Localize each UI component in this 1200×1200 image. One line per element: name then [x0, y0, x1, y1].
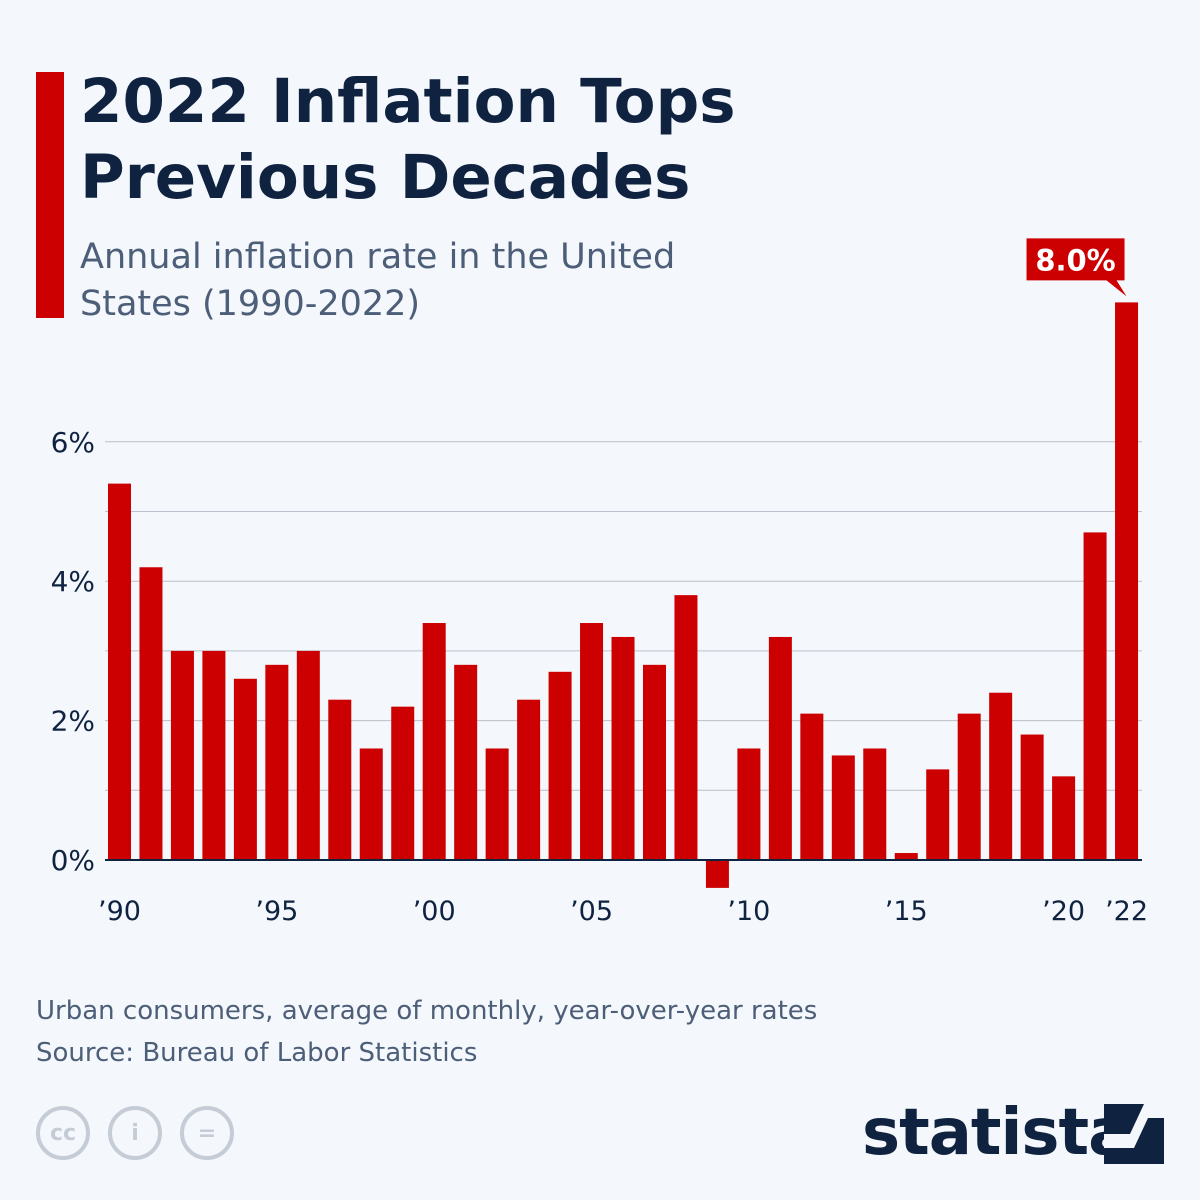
bar-1990: [108, 483, 131, 860]
bar-2013: [831, 755, 855, 860]
bar-2022: [1115, 302, 1139, 860]
bar-2008: [674, 595, 698, 860]
title-accent-bar: [36, 72, 64, 318]
bar-1991: [139, 567, 163, 860]
bar-1994: [233, 678, 257, 860]
bar-1997: [328, 699, 352, 860]
bar-1995: [265, 664, 289, 860]
bar-2020: [1052, 776, 1076, 860]
x-tick-label: ’20: [1042, 896, 1085, 927]
statista-logo-text: statista: [862, 1096, 1131, 1170]
footnote: Urban consumers, average of monthly, yea…: [36, 990, 817, 1074]
bar-2006: [611, 636, 635, 860]
x-tick-label: ’90: [98, 896, 141, 927]
creative-commons-icon[interactable]: cc: [36, 1106, 90, 1160]
annotation-label: 8.0%: [1035, 243, 1115, 277]
bar-2016: [926, 769, 950, 860]
statista-logo[interactable]: statista: [862, 1096, 1131, 1170]
bar-1998: [359, 748, 383, 860]
y-tick-label: 0%: [51, 844, 95, 877]
bar-2002: [485, 748, 509, 860]
x-tick-label: ’05: [570, 896, 613, 927]
bar-2015: [894, 853, 918, 860]
y-tick-label: 2%: [51, 705, 95, 738]
x-tick-label: ’00: [413, 896, 456, 927]
bar-2007: [642, 664, 666, 860]
bar-2003: [517, 699, 541, 860]
bar-2019: [1020, 734, 1044, 860]
y-tick-label: 6%: [51, 426, 95, 459]
bar-1992: [170, 650, 194, 860]
chart-subtitle: Annual inflation rate in the United Stat…: [80, 237, 676, 324]
bar-2011: [768, 636, 792, 860]
bar-1996: [296, 650, 320, 860]
bar-2021: [1083, 532, 1107, 860]
x-tick-label: ’15: [885, 896, 928, 927]
bar-2009: [705, 860, 729, 888]
bar-2004: [548, 671, 572, 860]
annotation-callout: [1026, 238, 1127, 297]
bar-1999: [391, 706, 415, 860]
y-tick-label: 4%: [51, 565, 95, 598]
no-derivatives-icon[interactable]: =: [180, 1106, 234, 1160]
source-text: Source: Bureau of Labor Statistics: [36, 1038, 478, 1068]
bar-2017: [957, 713, 981, 860]
footnote-text: Urban consumers, average of monthly, yea…: [36, 996, 818, 1026]
bar-2000: [422, 623, 446, 860]
x-tick-label: ’22: [1105, 896, 1148, 927]
bar-2005: [580, 623, 604, 860]
x-tick-label: ’10: [727, 896, 770, 927]
x-tick-label: ’95: [255, 896, 298, 927]
statista-logo-icon: [1104, 1104, 1164, 1164]
bar-2012: [800, 713, 824, 860]
bar-2010: [737, 748, 761, 860]
bar-2001: [454, 664, 478, 860]
bar-1993: [202, 650, 226, 860]
bar-2018: [989, 692, 1013, 860]
bar-2014: [863, 748, 887, 860]
chart-title: 2022 Inflation Tops Previous Decades: [80, 66, 736, 213]
attribution-icon[interactable]: i: [108, 1106, 162, 1160]
